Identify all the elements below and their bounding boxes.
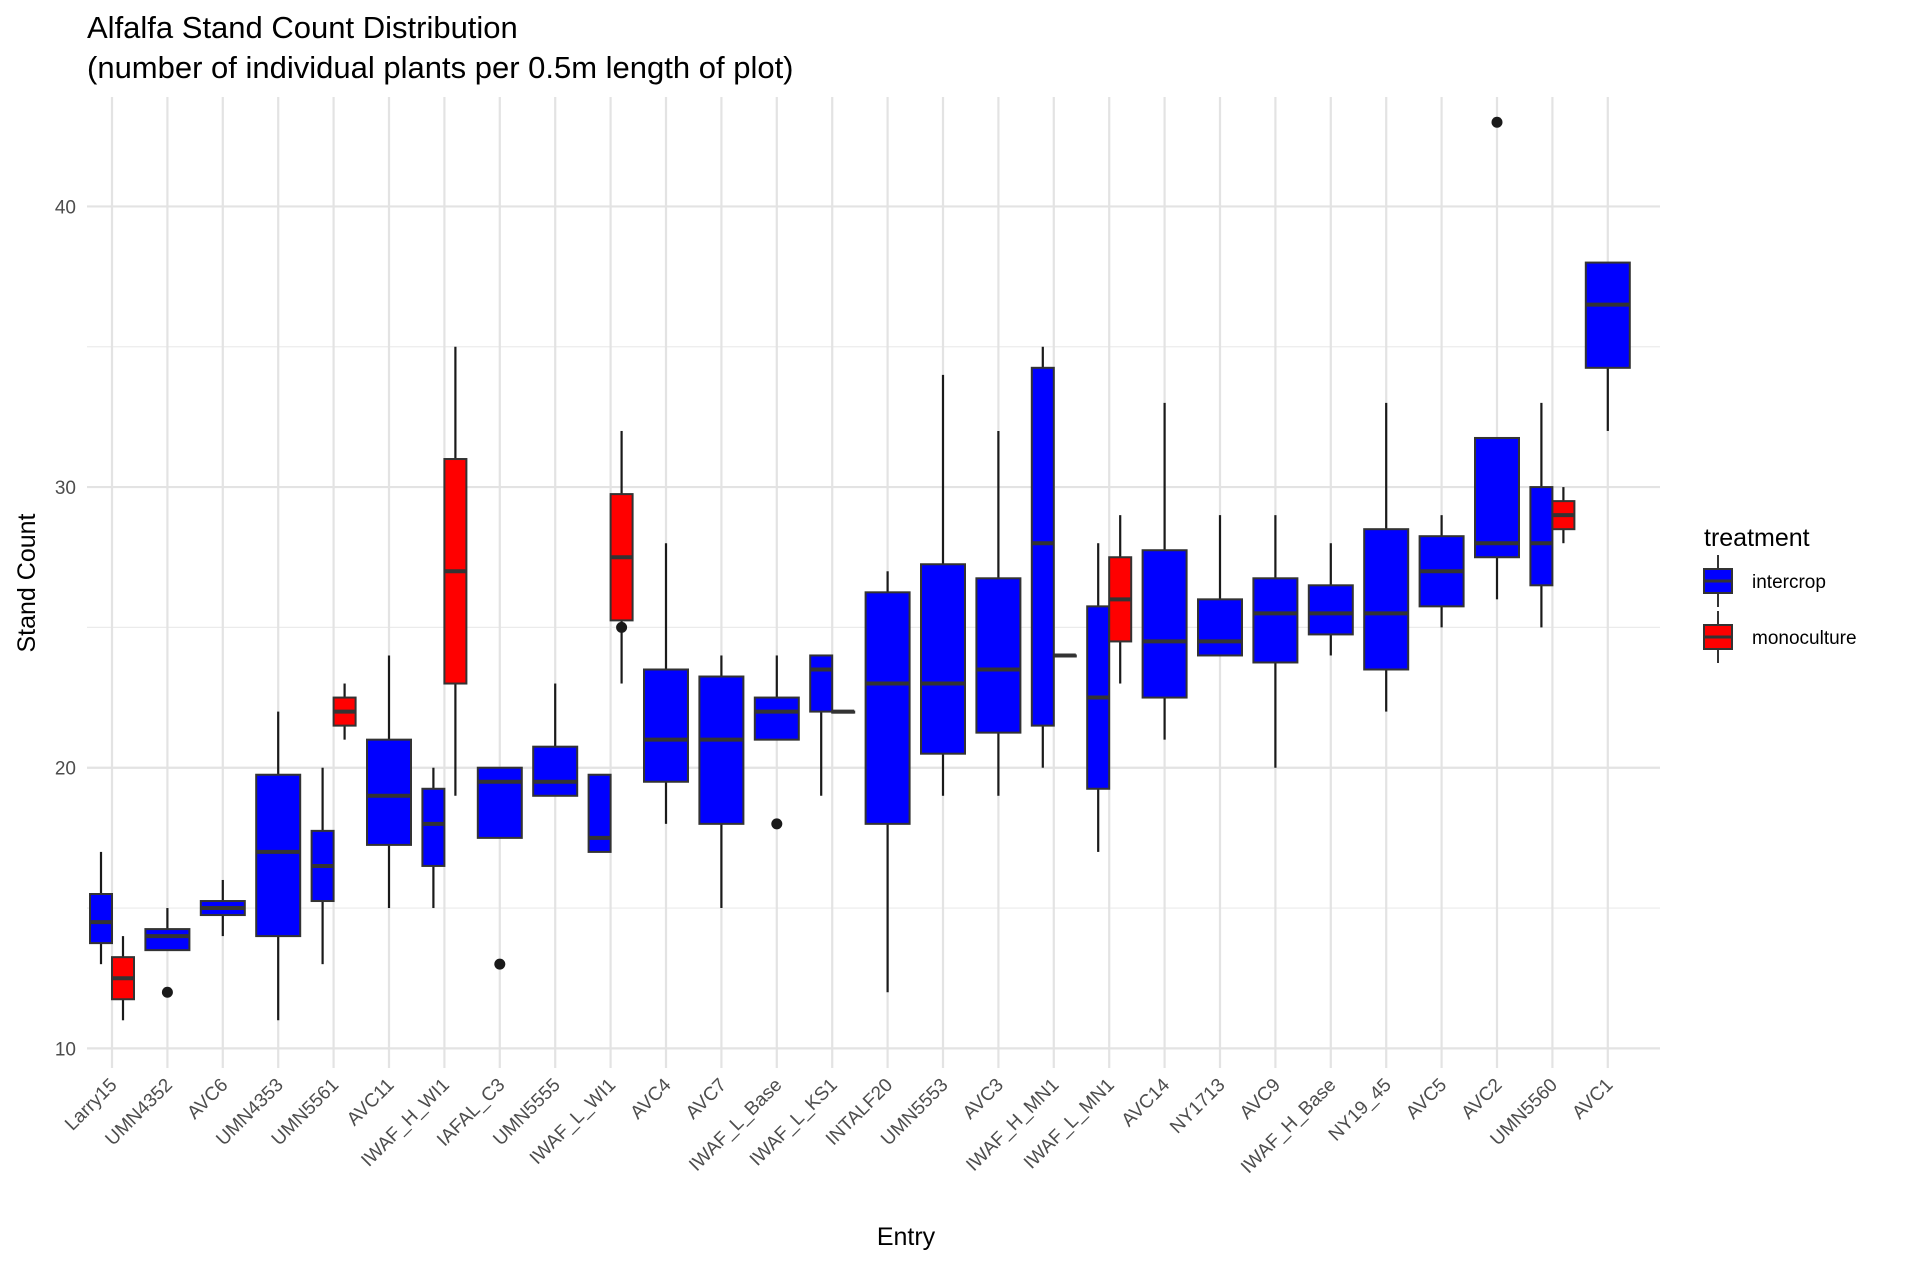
box-body [1197,598,1243,657]
box-body [1363,528,1410,671]
box-body [476,766,523,839]
box-intercrop-AVC2 [1474,116,1520,600]
box-monoculture-UMN5561 [332,683,357,740]
legend-item-monoculture: monoculture [1703,611,1857,663]
box-intercrop-UMN4353 [255,711,302,1021]
box-intercrop-UMN5560 [1529,402,1554,628]
chart-subtitle: (number of individual plants per 0.5m le… [87,50,794,85]
box-intercrop-IWAF_L_WI1 [587,773,612,853]
box-body [532,745,579,797]
outlier-point [161,986,173,998]
box-body [864,591,911,825]
chart-title: Alfalfa Stand Count Distribution [87,10,518,45]
box-monoculture-IWAF_H_MN1 [1052,653,1077,658]
box-intercrop-IWAF_H_Base [1307,543,1354,656]
y-tick-label: 10 [55,1039,76,1060]
box-intercrop-UMN5553 [920,374,966,796]
legend: treatment intercrop monoculture [1703,524,1857,663]
box-intercrop-AVC6 [199,879,246,937]
box-body [643,668,689,783]
box-intercrop-IWAF_L_MN1 [1086,543,1111,852]
y-tick-label: 30 [55,478,76,499]
box-intercrop-AVC11 [366,655,412,909]
outlier-point [494,958,506,970]
x-axis-label: Entry [877,1223,936,1251]
box-intercrop-AVC7 [698,655,745,909]
box-body [975,577,1022,734]
box-intercrop-IWAF_L_Base [753,655,800,830]
outlier-point [1491,116,1503,128]
legend-title: treatment [1704,524,1810,552]
box-body [587,773,612,853]
box-intercrop-AVC4 [643,543,689,824]
box-intercrop-IWAF_L_KS1 [809,654,834,796]
box-intercrop-AVC5 [1418,515,1465,628]
box-monoculture-IWAF_L_KS1 [831,709,856,714]
y-tick-label: 40 [55,197,76,218]
legend-label: monoculture [1752,628,1857,649]
y-axis-label: Stand Count [13,513,41,652]
box-body [1307,584,1354,636]
box-body [753,696,800,741]
box-body [144,928,191,952]
outlier-point [771,818,783,830]
box-body [809,654,834,713]
box-intercrop-NY19_45 [1363,402,1410,712]
box-body [1584,261,1631,369]
box-body [366,738,412,846]
box-body [421,787,446,867]
box-monoculture-Larry15 [111,936,135,1021]
box-intercrop-UMN4352 [144,908,191,998]
box-monoculture-IWAF_L_MN1 [1108,515,1133,684]
legend-item-intercrop: intercrop [1703,555,1826,607]
box-intercrop-AVC14 [1141,402,1188,740]
plot-area [89,116,1631,1021]
box-intercrop-UMN5555 [532,683,579,797]
box-monoculture-UMN5560 [1551,487,1576,544]
box-body [89,893,113,945]
box-intercrop-AVC1 [1584,261,1631,431]
box-body [255,773,302,938]
box-intercrop-UMN5561 [310,767,335,965]
box-intercrop-NY1713 [1197,515,1243,657]
box-intercrop-Larry15 [89,851,113,965]
box-body [1141,549,1188,699]
box-body [1474,436,1520,559]
box-body [1252,577,1299,664]
box-monoculture-IWAF_L_WI1 [609,430,634,684]
box-intercrop-IAFAL_C3 [476,766,523,970]
box-body [698,675,745,825]
box-intercrop-IWAF_H_WI1 [421,767,446,909]
box-intercrop-AVC3 [975,430,1022,796]
box-body [920,563,966,755]
box-intercrop-INTALF20 [864,571,911,993]
box-body [1529,486,1554,587]
outlier-point [616,621,628,633]
y-tick-label: 20 [55,759,76,780]
box-body [1030,366,1055,727]
box-intercrop-IWAF_H_MN1 [1030,346,1055,768]
legend-label: intercrop [1752,572,1826,593]
box-monoculture-IWAF_H_WI1 [443,346,468,796]
box-intercrop-AVC9 [1252,515,1299,768]
